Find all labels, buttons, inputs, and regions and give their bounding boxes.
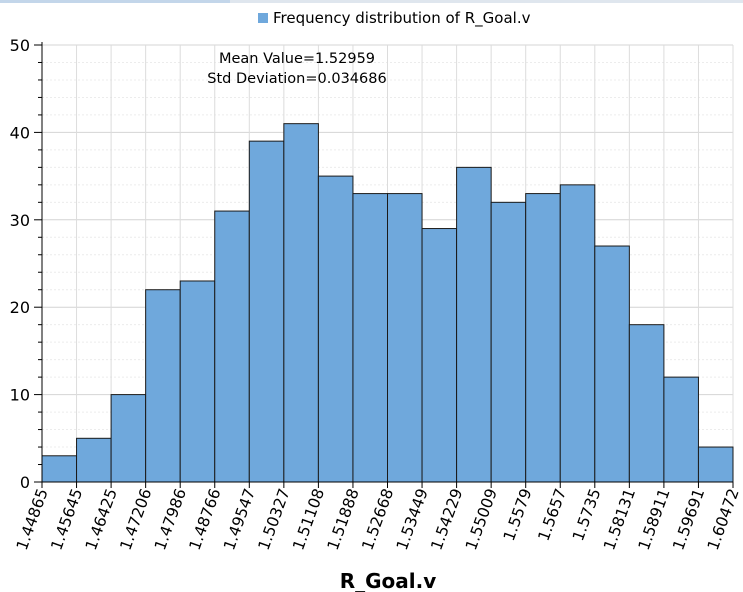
histogram-bar: [76, 437, 112, 483]
legend: Frequency distribution of R_Goal.v: [258, 9, 531, 28]
x-tick-label: 1.49547: [220, 486, 259, 552]
annotation-mean-value: Mean Value=1.52959: [219, 51, 375, 67]
histogram-bar: [490, 201, 527, 483]
window-top-accent: [0, 0, 230, 3]
legend-swatch: [258, 13, 268, 23]
window-top-border: [0, 0, 743, 3]
x-tick-label: 1.59691: [669, 486, 708, 552]
histogram-bar: [387, 193, 423, 483]
histogram-bar: [145, 289, 181, 483]
histogram-bar: [352, 193, 389, 483]
x-tick-label: 1.52668: [358, 486, 397, 552]
y-tick-label: 20: [10, 298, 30, 317]
y-tick-label: 30: [10, 211, 30, 230]
x-ticks: 1.448651.456451.464251.472061.479861.487…: [13, 482, 743, 553]
histogram-bar: [214, 210, 250, 483]
x-tick-label: 1.58131: [600, 486, 639, 552]
histogram-bar: [456, 166, 492, 483]
y-tick-label: 0: [20, 473, 30, 492]
y-tick-label: 50: [10, 36, 30, 55]
x-tick-label: 1.50327: [255, 486, 294, 552]
y-tick-label: 10: [10, 386, 30, 405]
x-tick-label: 1.51108: [289, 486, 328, 552]
histogram-bar: [663, 376, 699, 483]
x-tick-label: 1.5657: [535, 486, 570, 543]
x-tick-label: 1.55009: [462, 486, 501, 552]
x-tick-label: 1.51888: [324, 486, 363, 552]
histogram-bar: [559, 184, 596, 483]
annotation-std-deviation: Std Deviation=0.034686: [207, 71, 386, 87]
x-tick-label: 1.46425: [82, 486, 121, 552]
histogram-bar: [248, 140, 285, 483]
histogram-bar: [41, 455, 78, 483]
x-tick-label: 1.45645: [47, 486, 86, 552]
x-tick-label: 1.47206: [117, 486, 156, 552]
y-tick-label: 40: [10, 123, 30, 142]
histogram-bar: [594, 245, 630, 483]
histogram-bar: [421, 228, 458, 483]
x-tick-label: 1.47986: [151, 486, 190, 552]
x-tick-label: 1.53449: [393, 486, 432, 552]
y-ticks: 0 10 20 30 40 50: [10, 36, 42, 492]
histogram-bar: [525, 193, 561, 483]
x-tick-label: 1.5579: [500, 486, 535, 543]
legend-label: Frequency distribution of R_Goal.v: [273, 9, 531, 28]
x-tick-label: 1.60472: [704, 486, 743, 552]
x-tick-label: 1.54229: [428, 486, 467, 552]
histogram-bar: [110, 394, 147, 483]
histogram-bar: [697, 446, 734, 483]
x-tick-label: 1.44865: [13, 486, 52, 552]
histogram-bar: [317, 175, 354, 483]
x-axis-title: R_Goal.v: [340, 569, 437, 592]
histogram-bar: [628, 324, 665, 483]
bars-layer: [41, 123, 734, 483]
histogram-bar: [179, 280, 216, 483]
x-tick-label: 1.48766: [186, 486, 225, 552]
x-tick-label: 1.58911: [635, 486, 674, 552]
histogram-bar: [283, 123, 319, 483]
x-tick-label: 1.5735: [569, 486, 604, 543]
